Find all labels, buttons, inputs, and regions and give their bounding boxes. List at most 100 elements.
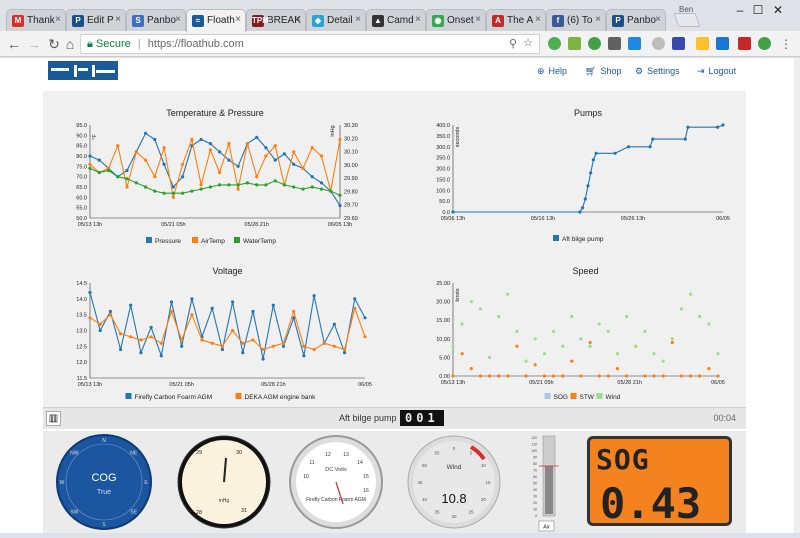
browser-tab[interactable]: P Edit P × — [66, 9, 126, 31]
data-point — [98, 322, 102, 326]
data-point — [181, 175, 185, 179]
floathub-logo[interactable] — [48, 61, 118, 80]
extension-g-icon[interactable] — [758, 37, 771, 50]
extension-save-icon[interactable] — [716, 37, 729, 50]
profile-name[interactable]: Ben — [679, 5, 694, 14]
close-tab-icon[interactable]: × — [235, 14, 241, 25]
x-tick-label: 05/13 13h — [78, 382, 102, 388]
series-line — [89, 132, 341, 206]
help-link[interactable]: ⊕ Help — [537, 66, 567, 77]
data-point — [332, 322, 336, 326]
y-tick-label: 150.0 — [436, 177, 450, 183]
data-point — [515, 329, 519, 333]
home-icon[interactable]: ⌂ — [65, 36, 75, 52]
settings-link[interactable]: ⚙ Settings — [635, 66, 680, 77]
volt-tick: 15 — [363, 474, 369, 480]
shop-link[interactable]: 🛒︎ Shop — [585, 66, 621, 77]
y-tick-label: 15.00 — [436, 318, 450, 324]
extension-tool-icon[interactable] — [652, 37, 665, 50]
data-point — [251, 309, 255, 314]
browser-tab[interactable]: TPM BREAK × — [246, 9, 306, 31]
tab-label: Detail — [327, 15, 353, 26]
data-point — [588, 344, 592, 348]
browser-tab-bar: M Thank × P Edit P × S Panbo × ≈ Floath × TPM BREAK × ◆… — [0, 0, 800, 32]
extension-check-icon[interactable] — [548, 37, 561, 50]
data-point — [171, 185, 175, 189]
close-tab-icon[interactable]: × — [475, 14, 481, 25]
new-tab-button[interactable] — [673, 13, 701, 27]
volt-title: DC Volts — [325, 467, 347, 473]
data-point — [116, 175, 120, 179]
close-tab-icon[interactable]: × — [655, 14, 661, 25]
scrollbar[interactable] — [794, 58, 800, 533]
data-point — [199, 137, 203, 142]
wind-tick: 45 — [417, 480, 423, 485]
browser-tab[interactable]: f (6) To × — [546, 9, 606, 31]
close-tab-icon[interactable]: × — [175, 14, 181, 25]
data-point — [292, 150, 296, 154]
y2-tick-label: 29.90 — [344, 176, 358, 182]
reload-button[interactable]: ↻ — [48, 36, 60, 52]
y-tick-label: 70.0 — [76, 175, 87, 181]
data-point — [648, 145, 652, 149]
legend-swatch — [125, 393, 132, 399]
data-point — [343, 351, 347, 355]
browser-tab[interactable]: ◉ Onset × — [426, 9, 486, 31]
thermometer-label-box — [538, 520, 555, 532]
thermometer-tick: 10 — [533, 508, 537, 512]
data-point — [251, 338, 255, 342]
close-tab-icon[interactable]: × — [595, 14, 601, 25]
logout-link[interactable]: ⇥ Logout — [697, 66, 736, 77]
extension-lastpass-icon[interactable] — [738, 37, 751, 50]
data-point — [190, 297, 194, 301]
extension-chat-icon[interactable] — [672, 37, 685, 50]
bookmark-star-icon[interactable]: ☆ — [523, 37, 533, 49]
browser-tab[interactable]: A The A × — [486, 9, 546, 31]
data-point — [583, 197, 587, 201]
map-icon[interactable]: ▥ — [46, 411, 61, 426]
zoom-icon[interactable]: ⚲ — [508, 38, 517, 50]
y-tick-label: 12.0 — [76, 360, 87, 366]
camd-icon: ▲ — [372, 15, 384, 27]
maximize-button[interactable]: ☐ — [752, 3, 764, 17]
close-tab-icon[interactable]: × — [415, 14, 421, 25]
close-tab-icon[interactable]: × — [355, 14, 361, 25]
extension-evernote-icon[interactable] — [568, 37, 581, 50]
close-tab-icon[interactable]: × — [55, 14, 61, 25]
wind-title: Wind — [447, 464, 462, 471]
barometer-tick: 29 — [196, 450, 202, 456]
minimize-button[interactable]: – — [736, 3, 744, 17]
extension-grammarly-icon[interactable] — [588, 37, 601, 50]
extension-tab-icon[interactable] — [608, 37, 621, 50]
data-point — [301, 187, 305, 191]
extension-pages-icon[interactable] — [628, 37, 641, 50]
close-tab-icon[interactable]: × — [115, 14, 121, 25]
close-tab-icon[interactable]: × — [535, 14, 541, 25]
extension-drive-icon[interactable] — [696, 37, 709, 50]
close-window-button[interactable]: ✕ — [772, 3, 784, 17]
menu-icon[interactable]: ⋮ — [780, 37, 792, 51]
browser-tab[interactable]: P Panbo × — [606, 9, 666, 31]
data-point — [319, 181, 324, 185]
browser-tab[interactable]: ▲ Camd × — [366, 9, 426, 31]
data-point — [190, 189, 194, 193]
data-point — [533, 363, 537, 367]
chart-title: Temperature & Pressure — [166, 108, 264, 118]
forward-button[interactable]: → — [27, 36, 41, 52]
data-point — [561, 344, 565, 348]
y-tick-label: 55.0 — [76, 206, 87, 212]
browser-tab[interactable]: S Panbo × — [126, 9, 186, 31]
browser-tab[interactable]: ≈ Floath × — [186, 9, 246, 32]
browser-tab[interactable]: M Thank × — [6, 9, 66, 31]
barometer-tick: 30 — [236, 450, 242, 456]
data-point — [292, 309, 296, 314]
browser-tab[interactable]: ◆ Detail × — [306, 9, 366, 31]
chart-title: Pumps — [574, 108, 603, 118]
back-button[interactable]: ← — [7, 36, 21, 52]
data-point — [721, 123, 725, 127]
legend-label: DEKA AGM engine bank — [245, 394, 317, 401]
address-bar[interactable]: 🔒︎ Secure | https://floathub.com ⚲ ☆ — [80, 34, 540, 54]
data-point — [241, 341, 245, 345]
wind-tick: 5 — [470, 451, 473, 456]
close-tab-icon[interactable]: × — [295, 14, 301, 25]
